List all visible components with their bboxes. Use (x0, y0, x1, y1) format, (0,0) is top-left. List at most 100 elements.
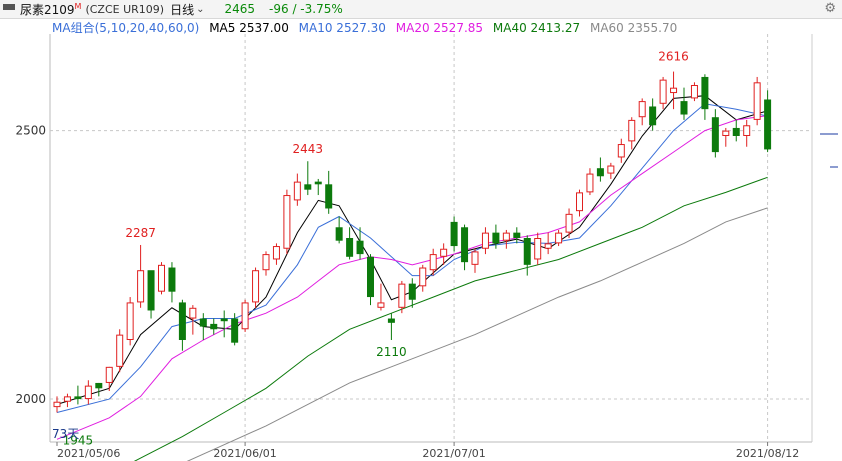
candle-body[interactable] (534, 238, 542, 260)
candle-body[interactable] (638, 101, 646, 118)
candle-body[interactable] (690, 85, 698, 99)
candle-body[interactable] (523, 238, 531, 265)
candle-body[interactable] (241, 302, 249, 330)
chevron-down-icon[interactable]: ⌄ (196, 3, 205, 15)
candle-body[interactable] (262, 254, 270, 271)
x-tick-label: 2021/07/01 (422, 447, 485, 460)
candle-body[interactable] (419, 267, 427, 287)
candle-body[interactable] (565, 213, 573, 233)
candle-body[interactable] (711, 117, 719, 153)
settings-icon[interactable]: ⚙ (824, 1, 836, 16)
candle-body[interactable] (628, 119, 636, 142)
candle-body[interactable] (74, 396, 82, 400)
candle-body[interactable] (732, 127, 740, 136)
candle-body[interactable] (617, 144, 625, 158)
price-annotation: 2110 (376, 345, 407, 359)
ma-group-label[interactable]: MA组合(5,10,20,40,60,0) (52, 21, 200, 35)
candle-body[interactable] (513, 232, 521, 238)
candle-body[interactable] (231, 318, 239, 343)
candle-body[interactable] (398, 283, 406, 308)
ma10-value: MA10 2527.30 (298, 21, 386, 35)
x-tick-label: 2021/06/01 (213, 447, 276, 460)
last-price: 2465 (224, 2, 256, 16)
candle-body[interactable] (335, 227, 343, 241)
candle-body[interactable] (84, 385, 92, 400)
candle-body[interactable] (314, 181, 322, 185)
candle-body[interactable] (377, 302, 385, 308)
ma40-value: MA40 2413.27 (492, 21, 581, 35)
price-annotation: 2443 (293, 142, 324, 156)
candle-body[interactable] (387, 318, 395, 323)
candle-body[interactable] (408, 283, 416, 300)
candle-body[interactable] (586, 173, 594, 193)
candle-body[interactable] (764, 99, 772, 150)
candle-body[interactable] (555, 232, 563, 244)
ma-legend: MA组合(5,10,20,40,60,0) MA5 2537.00 MA10 2… (52, 19, 683, 36)
candle-body[interactable] (168, 267, 176, 292)
candle-body[interactable] (293, 181, 301, 201)
candle-body[interactable] (596, 168, 604, 177)
ma-line-ma5 (56, 95, 768, 405)
x-tick-label: 2021/08/12 (736, 447, 799, 460)
period-selector[interactable]: 日线 (170, 2, 195, 17)
candle-body[interactable] (158, 264, 165, 292)
candle-body[interactable] (304, 184, 312, 190)
candle-body[interactable] (126, 302, 134, 340)
candle-body[interactable] (210, 323, 218, 330)
candle-body[interactable] (53, 401, 61, 408)
candle-body[interactable] (116, 334, 124, 367)
candle-body[interactable] (63, 396, 71, 402)
candle-body[interactable] (450, 221, 458, 247)
candle-body[interactable] (283, 195, 291, 249)
candle-body[interactable] (199, 318, 207, 327)
candle-body[interactable] (502, 232, 510, 241)
candle-body[interactable] (105, 366, 113, 383)
contract-name[interactable]: 尿素2109M (20, 1, 82, 17)
candle-body[interactable] (95, 382, 103, 389)
price-change: -96 / -3.75% (269, 2, 343, 16)
candle-body[interactable] (178, 302, 186, 340)
price-annotation: 2616 (658, 49, 689, 63)
menu-icon[interactable] (3, 4, 15, 14)
candle-body[interactable] (544, 243, 552, 249)
candle-body[interactable] (743, 125, 751, 137)
candle-body[interactable] (659, 79, 667, 104)
candle-body[interactable] (680, 101, 688, 115)
candle-body[interactable] (461, 227, 469, 263)
price-annotation: 1945 (63, 434, 94, 448)
candle-body[interactable] (649, 106, 657, 126)
candle-body[interactable] (220, 318, 228, 322)
candle-body[interactable] (722, 130, 730, 136)
candle-body[interactable] (272, 246, 280, 260)
candle-body[interactable] (753, 82, 761, 120)
candle-body[interactable] (670, 87, 678, 94)
candle-body[interactable] (429, 254, 437, 271)
ma5-value: MA5 2537.00 (209, 21, 289, 35)
candle-body[interactable] (367, 256, 374, 298)
candle-body[interactable] (147, 270, 155, 311)
candle-body[interactable] (607, 165, 615, 174)
ma-line-ma40 (133, 176, 768, 461)
ma60-value: MA60 2355.70 (589, 21, 678, 35)
candle-body[interactable] (481, 232, 489, 249)
price-annotation: 2287 (125, 226, 156, 240)
ma-line-ma60 (186, 207, 768, 461)
candle-body[interactable] (252, 270, 260, 303)
candle-body[interactable] (346, 238, 354, 257)
candle-body[interactable] (576, 192, 583, 212)
contract-code: (CZCE UR109) (85, 2, 165, 16)
candle-body[interactable] (356, 240, 364, 255)
ma-line-ma10 (56, 103, 768, 413)
candle-body[interactable] (492, 232, 500, 244)
candle-body[interactable] (701, 76, 709, 110)
candle-body[interactable] (325, 184, 333, 209)
days-label: 73天 (52, 427, 79, 441)
candle-body[interactable] (440, 248, 448, 257)
x-tick-label: 2021/05/06 (57, 447, 120, 460)
y-tick-label: 2000 (15, 392, 46, 406)
candle-body[interactable] (471, 251, 479, 265)
y-tick-label: 2500 (15, 124, 46, 138)
candle-body[interactable] (189, 307, 197, 319)
candle-body[interactable] (137, 270, 145, 303)
